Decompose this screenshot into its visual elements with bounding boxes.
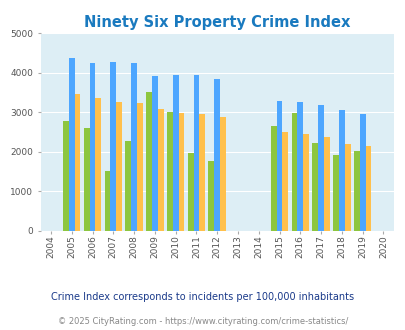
Bar	[151, 76, 158, 231]
Bar	[116, 102, 122, 231]
Bar	[311, 143, 318, 231]
Bar	[95, 98, 101, 231]
Bar	[75, 94, 80, 231]
Bar	[291, 114, 297, 231]
Text: © 2025 CityRating.com - https://www.cityrating.com/crime-statistics/: © 2025 CityRating.com - https://www.city…	[58, 317, 347, 326]
Bar	[193, 75, 199, 231]
Bar	[333, 155, 338, 231]
Bar	[104, 171, 110, 231]
Bar	[90, 63, 95, 231]
Bar	[318, 105, 323, 231]
Bar	[344, 144, 350, 231]
Bar	[63, 121, 69, 231]
Bar	[323, 137, 329, 231]
Bar	[282, 132, 288, 231]
Bar	[364, 146, 371, 231]
Bar	[187, 153, 193, 231]
Bar	[69, 57, 75, 231]
Bar	[166, 112, 172, 231]
Text: Crime Index corresponds to incidents per 100,000 inhabitants: Crime Index corresponds to incidents per…	[51, 292, 354, 302]
Bar	[220, 116, 225, 231]
Bar	[83, 128, 90, 231]
Bar	[303, 134, 308, 231]
Bar	[125, 141, 131, 231]
Bar	[178, 114, 184, 231]
Title: Ninety Six Property Crime Index: Ninety Six Property Crime Index	[84, 16, 350, 30]
Bar	[110, 61, 116, 231]
Bar	[359, 114, 364, 231]
Bar	[158, 110, 163, 231]
Bar	[276, 101, 282, 231]
Bar	[297, 102, 303, 231]
Bar	[199, 114, 205, 231]
Bar	[131, 63, 136, 231]
Bar	[136, 103, 143, 231]
Bar	[338, 110, 344, 231]
Bar	[270, 126, 276, 231]
Bar	[146, 92, 151, 231]
Bar	[353, 151, 359, 231]
Bar	[208, 161, 214, 231]
Bar	[172, 75, 178, 231]
Bar	[214, 79, 220, 231]
